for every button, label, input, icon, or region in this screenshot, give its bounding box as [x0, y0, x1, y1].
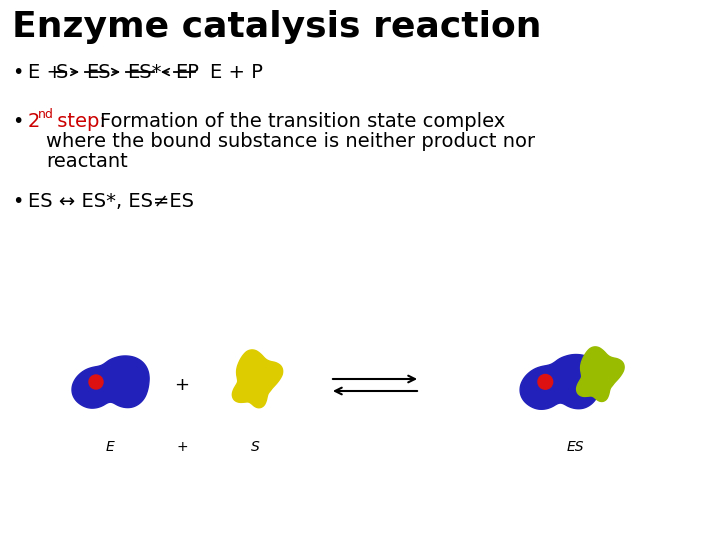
Text: ES: ES	[86, 63, 111, 82]
Text: reactant: reactant	[46, 152, 127, 171]
Circle shape	[538, 375, 553, 389]
Polygon shape	[72, 356, 149, 408]
Circle shape	[89, 375, 103, 389]
Text: step:: step:	[51, 112, 106, 131]
Text: +: +	[176, 440, 188, 454]
Text: ES ↔ ES*, ES≠ES: ES ↔ ES*, ES≠ES	[28, 192, 194, 211]
Text: •: •	[12, 192, 23, 211]
Text: •: •	[12, 63, 23, 82]
Text: Formation of the transition state complex: Formation of the transition state comple…	[100, 112, 505, 131]
Text: E + P: E + P	[210, 63, 263, 82]
Text: ES*: ES*	[127, 63, 161, 82]
Polygon shape	[577, 347, 624, 401]
Text: E: E	[106, 440, 114, 454]
Text: S: S	[251, 440, 259, 454]
Text: S: S	[56, 63, 68, 82]
Text: +: +	[174, 376, 189, 394]
Text: where the bound substance is neither product nor: where the bound substance is neither pro…	[46, 132, 535, 151]
Text: E +: E +	[28, 63, 69, 82]
Polygon shape	[233, 350, 283, 408]
Polygon shape	[520, 355, 601, 409]
Text: nd: nd	[38, 108, 54, 121]
Text: Enzyme catalysis reaction: Enzyme catalysis reaction	[12, 10, 541, 44]
Text: 2: 2	[28, 112, 40, 131]
Text: ES: ES	[566, 440, 584, 454]
Text: EP: EP	[175, 63, 199, 82]
Text: •: •	[12, 112, 23, 131]
